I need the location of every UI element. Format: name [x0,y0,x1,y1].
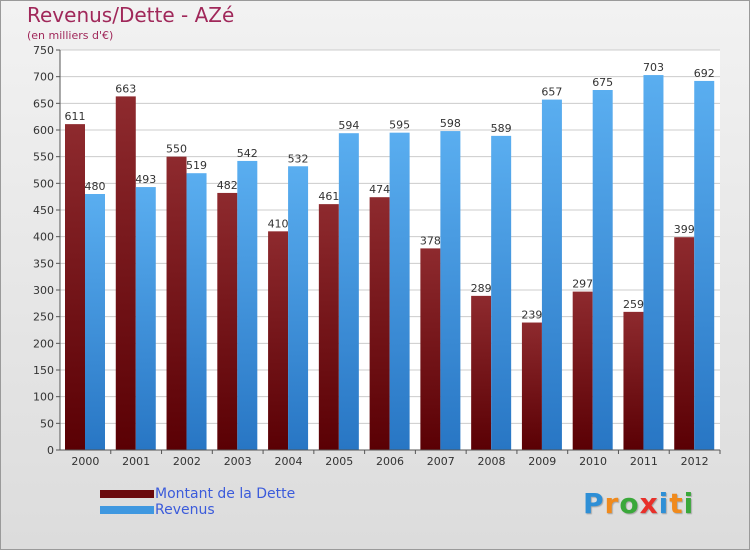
label-debt: 550 [166,143,187,156]
y-tick-label: 300 [33,284,54,297]
x-tick-label: 2002 [173,455,201,468]
bar-debt [471,295,492,450]
bar-revenue [643,75,664,451]
label-debt: 399 [674,223,695,236]
y-tick-label: 600 [33,124,54,137]
y-tick-label: 200 [33,337,54,350]
bar-debt [521,322,542,450]
logo-letter: i [683,487,695,520]
bar-debt [623,311,644,450]
bar-revenue [237,160,258,450]
bar-revenue [186,173,207,450]
y-tick-label: 400 [33,231,54,244]
x-tick-label: 2001 [122,455,150,468]
label-debt: 378 [420,234,441,247]
x-tick-label: 2005 [325,455,353,468]
x-tick-label: 2007 [427,455,455,468]
label-debt: 663 [115,82,136,95]
bar-revenue [135,187,156,451]
bar-revenue [85,194,105,450]
y-tick-label: 750 [33,44,54,57]
logo-letter: o [619,487,640,520]
label-revenue: 532 [288,152,309,165]
bar-revenue [592,90,613,450]
label-revenue: 595 [389,119,410,132]
y-tick-label: 500 [33,177,54,190]
label-revenue: 594 [338,119,359,132]
y-tick-label: 550 [33,151,54,164]
legend-label-revenue: Revenus [155,502,215,518]
label-debt: 482 [217,179,238,192]
label-revenue: 493 [135,173,156,186]
label-debt: 297 [572,278,593,291]
logo-letter: i [658,487,670,520]
label-debt: 289 [471,282,492,295]
y-tick-label: 350 [33,257,54,270]
y-tick-label: 700 [33,71,54,84]
bar-revenue [491,135,512,450]
logo-letter: t [669,487,684,520]
bar-debt [115,96,136,451]
label-revenue: 480 [85,180,106,193]
bar-revenue [338,133,359,450]
bar-debt [217,192,238,450]
legend-label-debt: Montant de la Dette [155,486,296,502]
label-revenue: 519 [186,159,207,172]
logo-letter: P [583,487,605,520]
chart-subtitle: (en milliers d'€) [27,29,114,42]
label-revenue: 542 [237,147,258,160]
bar-revenue [541,99,562,450]
y-tick-label: 650 [33,97,54,110]
bar-debt [166,156,187,450]
label-debt: 259 [623,298,644,311]
bar-debt [65,124,85,450]
legend-swatch-revenue [100,506,154,514]
label-revenue: 692 [694,67,715,80]
label-revenue: 598 [440,117,461,130]
label-debt: 461 [318,190,339,203]
y-tick-label: 100 [33,391,54,404]
x-tick-label: 2006 [376,455,404,468]
y-tick-label: 0 [47,444,54,457]
x-tick-label: 2004 [274,455,302,468]
bar-revenue [440,131,461,451]
labels-layer: 611 480 663 493 550 519 482 542 410 532 461 594 474 5… [65,61,715,321]
x-tick-label: 2010 [579,455,607,468]
bar-revenue [288,166,309,450]
bar-debt [420,248,441,450]
label-revenue: 589 [491,122,512,135]
x-tick-label: 2008 [478,455,506,468]
label-revenue: 703 [643,61,664,74]
label-debt: 239 [521,309,542,322]
bar-debt [318,204,339,450]
bar-debt [369,197,390,450]
bar-debt [674,237,695,450]
x-tick-label: 2012 [681,455,709,468]
x-tick-label: 2011 [630,455,658,468]
bars-layer [65,75,715,451]
axis-layer: 0 50 100 150 200 250 300 350 400 450 500 550 600 650 7… [33,44,721,468]
label-revenue: 675 [592,76,613,89]
y-tick-label: 150 [33,364,54,377]
x-tick-label: 2000 [71,455,99,468]
y-tick-label: 50 [40,417,54,430]
bar-revenue [694,80,715,450]
bar-debt [268,231,289,450]
legend-swatch-debt [100,490,154,498]
bar-revenue [389,132,410,450]
bar-debt [572,291,593,450]
chart-title: Revenus/Dette - AZé [27,3,235,27]
y-tick-label: 450 [33,204,54,217]
label-revenue: 657 [541,86,562,99]
proxiti-logo: Proxiti [583,487,694,520]
x-tick-label: 2003 [224,455,252,468]
label-debt: 474 [369,183,390,196]
label-debt: 611 [65,110,86,123]
x-tick-label: 2009 [528,455,556,468]
label-debt: 410 [268,217,289,230]
logo-letter: x [639,487,659,520]
y-tick-label: 250 [33,311,54,324]
logo-letter: r [604,487,620,520]
